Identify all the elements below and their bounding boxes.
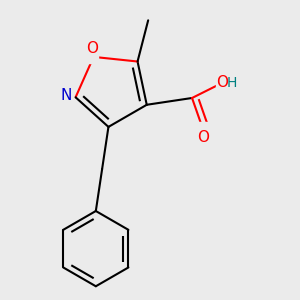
Text: O: O (197, 130, 209, 145)
Text: O: O (86, 41, 98, 56)
Bar (216, 68, 229, 97)
Text: O: O (216, 75, 228, 90)
Text: N: N (61, 88, 72, 104)
Bar (196, 122, 209, 152)
Bar (60, 81, 73, 111)
Text: H: H (227, 76, 237, 90)
Bar (86, 34, 98, 63)
